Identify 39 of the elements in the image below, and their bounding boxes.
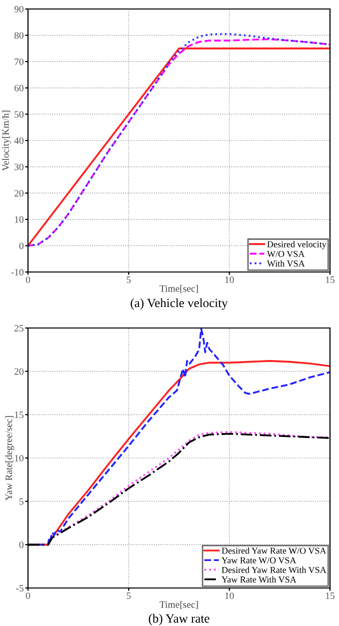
x-tick-label: 15: [326, 592, 334, 600]
x-tick-label: 5: [126, 276, 131, 284]
y-tick-label: 90: [14, 6, 24, 12]
y-tick-label: 60: [14, 84, 24, 92]
legend-label: Desired Yaw Rate With VSA: [222, 566, 326, 574]
y-tick-label: 5: [20, 498, 24, 505]
y-tick-label: 40: [14, 137, 24, 144]
legend-label: Desired Yaw Rate W/O VSA: [222, 547, 326, 554]
text: (b) Yaw rate: [148, 614, 210, 626]
legend-label: W/O VSA: [266, 250, 305, 258]
x-axis-title: Time[sec]: [160, 600, 198, 610]
y-tick-label: 15: [14, 412, 24, 418]
x-tick-label: 0: [26, 592, 30, 600]
y-tick-label: 25: [14, 324, 24, 332]
text: (a) Vehicle velocity: [130, 298, 228, 310]
y-tick-label: 0: [19, 542, 24, 548]
y-axis-title: Yaw Rate[degree/sec]: [5, 416, 14, 500]
y-tick-label: 20: [14, 190, 24, 197]
x-tick-label: 5: [126, 592, 131, 600]
y-tick-label: 0: [19, 242, 24, 250]
x-axis-title: Time[sec]: [160, 284, 198, 294]
y-tick-label: 50: [14, 111, 24, 118]
x-tick-label: 15: [326, 276, 334, 284]
y-axis-title: Velocity[Km/h]: [2, 110, 11, 171]
y-tick-label: 10: [14, 216, 24, 223]
y-tick-label: -10: [11, 268, 24, 276]
x-tick-label: 0: [26, 276, 30, 284]
y-tick-label: -5: [16, 585, 24, 592]
legend-label: With VSA: [266, 260, 305, 267]
legend-label: Yaw Rate W/O VSA: [222, 557, 296, 564]
y-tick-label: 80: [14, 32, 24, 39]
y-tick-label: 70: [14, 58, 24, 66]
legend-label: Yaw Rate With VSA: [222, 576, 296, 583]
x-tick-label: 10: [225, 592, 234, 600]
x-tick-label: 10: [225, 276, 234, 284]
y-tick-label: 30: [14, 164, 24, 170]
y-tick-label: 20: [14, 368, 24, 375]
legend-label: Desired velocity: [267, 240, 326, 250]
y-tick-label: 10: [14, 454, 24, 462]
